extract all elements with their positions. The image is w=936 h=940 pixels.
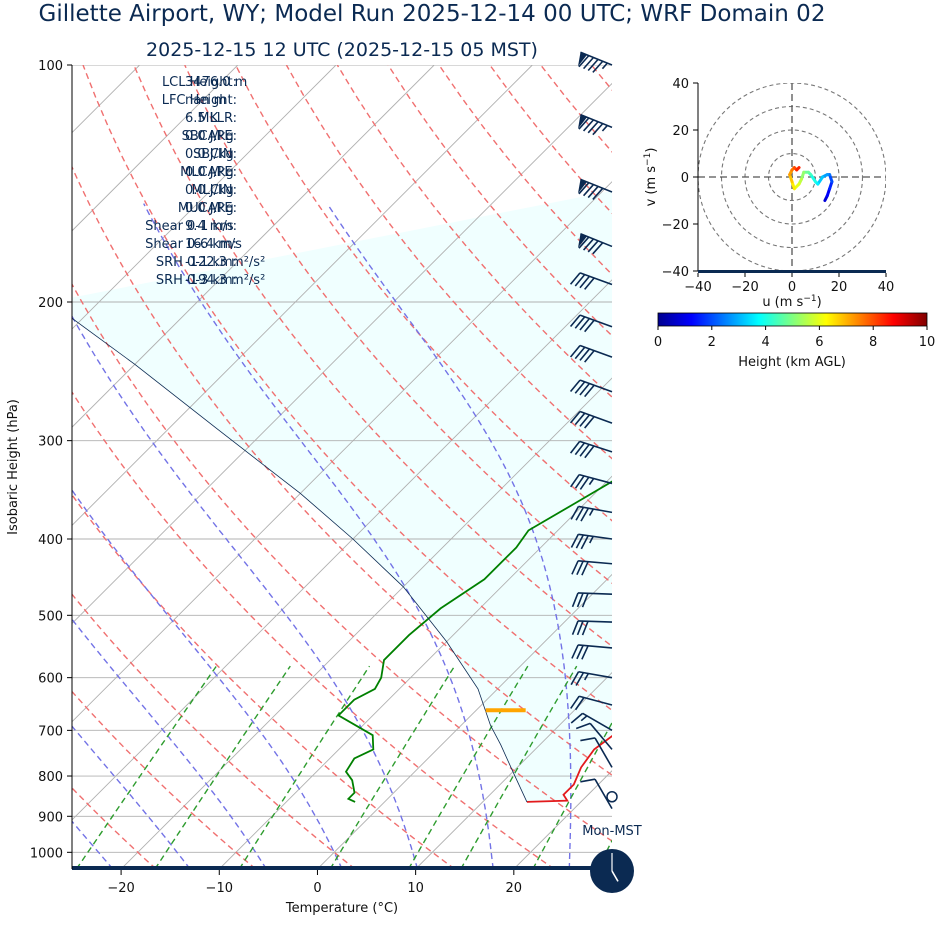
barb-full (584, 118, 594, 133)
y-axis-label: Isobaric Height (hPa) (6, 399, 21, 535)
stat-value: -194.3 m²/s² (185, 273, 265, 288)
isotherm (710, 65, 936, 869)
stat-value: 0.0 J/kg (185, 201, 234, 216)
x-axis-label: Temperature (°C) (285, 901, 398, 916)
clock-label: Mon-MST (582, 824, 642, 839)
barb-full (593, 59, 603, 74)
hodograph-y-tick-label: −40 (662, 265, 689, 280)
x-tick-label: 20 (506, 881, 523, 896)
hodograph-bottom-bar (698, 270, 886, 273)
hodograph-segment (797, 168, 799, 170)
stat-value: 9.4 m/s (185, 219, 234, 234)
isotherm (612, 65, 936, 869)
y-tick-label: 700 (38, 724, 63, 739)
x-tick-label: −10 (206, 881, 233, 896)
y-tick-label: 300 (38, 435, 63, 450)
colorbar-tick-label: 4 (761, 335, 769, 350)
height-colorbar: 0 2 4 6 8 10 Height (km AGL) (654, 313, 935, 370)
y-tick-label: 100 (38, 59, 63, 74)
colorbar-tick-label: 2 (708, 335, 716, 350)
mixing-ratio-line (155, 666, 290, 869)
local-time-clock: Mon-MST (582, 824, 642, 893)
barb-full (584, 56, 594, 71)
x-tick-label: 10 (407, 881, 424, 896)
colorbar-gradient (658, 313, 927, 326)
stat-value: 0.0 J/kg (185, 183, 234, 198)
stat-value: 0.0 J/kg (185, 165, 234, 180)
figure-title: Gillette Airport, WY; Model Run 2025-12-… (39, 1, 826, 27)
y-tick-label: 200 (38, 296, 63, 311)
hodograph-x-tick-label: 0 (788, 280, 796, 295)
stat-value: 16.4 m/s (185, 237, 242, 252)
hodograph-y-tick-label: 20 (672, 124, 689, 139)
dry-adiabat (693, 65, 936, 869)
hodograph-x-tick-label: −40 (684, 280, 711, 295)
y-tick-label: 500 (38, 609, 63, 624)
colorbar-label: Height (km AGL) (738, 355, 846, 370)
colorbar-tick-label: 0 (654, 335, 662, 350)
valid-time-subtitle: 2025-12-15 12 UTC (2025-12-15 05 MST) (146, 39, 538, 61)
barb-half (602, 62, 607, 69)
stat-value: -122.3 m²/s² (185, 255, 265, 270)
colorbar-tick-label: 6 (815, 335, 823, 350)
hodograph-y-tick-label: −20 (662, 218, 689, 233)
hodograph-x-label: u (m s−1) (762, 294, 821, 310)
stat-value: 0.0 J/kg (185, 129, 234, 144)
hodograph-x-tick-label: −20 (731, 280, 758, 295)
dry-adiabat (744, 65, 936, 869)
mixing-ratio-line (239, 666, 369, 869)
barb-half (602, 125, 607, 132)
hodograph-plot-area (698, 83, 886, 271)
hodograph-x-tick-label: 20 (831, 280, 848, 295)
hodograph-y-tick-label: 40 (672, 77, 689, 92)
mixing-ratio-line (409, 666, 528, 869)
dry-adiabat (846, 65, 936, 869)
calm-wind-circle (607, 792, 617, 802)
wind-barb (575, 115, 612, 141)
surface-bar (72, 866, 612, 870)
dry-adiabat (0, 65, 156, 869)
dry-adiabat (795, 65, 936, 869)
barb-full (593, 122, 603, 137)
y-tick-label: 900 (38, 810, 63, 825)
hodograph-y-tick-label: 0 (681, 171, 689, 186)
hodograph: −40 −20 0 20 40 −40 −20 0 20 40 u (m s−1) v (m s−… (643, 77, 894, 310)
y-tick-label: 800 (38, 770, 63, 785)
x-tick-label: 0 (313, 881, 321, 896)
x-tick-label: −20 (107, 881, 134, 896)
stat-value: 3476.0 m (185, 75, 247, 90)
stat-value: nan m (185, 93, 226, 108)
colorbar-tick-label: 10 (919, 335, 936, 350)
y-tick-label: 400 (38, 533, 63, 548)
y-tick-label: 1000 (30, 846, 63, 861)
barb-full (588, 120, 598, 135)
isotherm (23, 65, 827, 869)
hodograph-x-tick-label: 40 (878, 280, 895, 295)
stat-value: 0.0 J/kg (185, 147, 234, 162)
colorbar-tick-label: 8 (869, 335, 877, 350)
stat-value: 6.5 K (185, 111, 219, 126)
y-tick-label: 600 (38, 672, 63, 687)
wind-barb (575, 52, 612, 78)
hodograph-y-label: v (m s−1) (643, 148, 659, 207)
